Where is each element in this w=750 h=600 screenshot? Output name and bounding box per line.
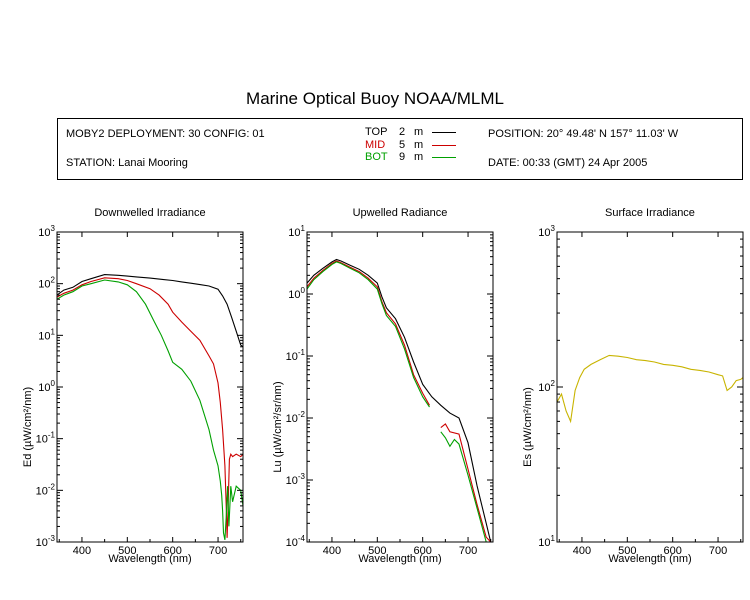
legend-top-unit: m xyxy=(414,126,424,138)
x-tick-label: 500 xyxy=(368,545,386,557)
x-tick-label: 700 xyxy=(709,545,727,557)
x-tick-label: 700 xyxy=(459,545,477,557)
chart-2: Surface Irradiance 400 500 600 700 Wavelength… xyxy=(522,207,744,565)
series-line-bot xyxy=(56,279,244,541)
y-tick-label: 101 xyxy=(538,534,555,549)
y-tick-label: 10-1 xyxy=(286,348,306,363)
chart-title: Surface Irradiance xyxy=(605,207,695,219)
series-line-mid xyxy=(306,260,492,543)
x-tick-label: 600 xyxy=(664,545,682,557)
legend-bot-name: BOT xyxy=(365,151,388,163)
chart-title: Upwelled Radiance xyxy=(353,207,448,219)
y-axis-label: Es (µW/cm²/nm) xyxy=(522,387,534,467)
y-tick-label: 102 xyxy=(538,379,555,394)
legend-bot-unit: m xyxy=(414,151,424,163)
series-line-bot xyxy=(306,261,491,543)
legend-top-depth: 2 xyxy=(399,126,406,138)
series-line-top xyxy=(56,274,244,348)
y-tick-label: 103 xyxy=(538,224,555,239)
y-tick-label: 100 xyxy=(38,379,55,394)
station-label: STATION: Lanai Mooring xyxy=(66,157,188,169)
position-label: POSITION: 20° 49.48' N 157° 11.03' W xyxy=(488,128,679,140)
series-line-es xyxy=(556,354,744,424)
y-tick-label: 10-3 xyxy=(286,472,306,487)
y-tick-label: 10-2 xyxy=(286,410,306,425)
y-tick-label: 101 xyxy=(288,224,305,239)
series-line-top xyxy=(306,258,492,543)
x-axis-label: Wavelength (nm) xyxy=(358,553,441,565)
legend-top-line xyxy=(432,132,456,133)
chart-title: Downwelled Irradiance xyxy=(94,207,205,219)
deployment-label: MOBY2 DEPLOYMENT: 30 CONFIG: 01 xyxy=(66,128,265,140)
legend-mid-depth: 5 xyxy=(399,139,406,151)
legend-mid-unit: m xyxy=(414,139,424,151)
x-tick-label: 400 xyxy=(573,545,591,557)
plot-frame xyxy=(556,231,744,543)
y-tick-label: 10-3 xyxy=(36,534,56,549)
chart-0: Downwelled Irradiance 400 500 600 700 Wavelen… xyxy=(22,207,244,565)
legend-mid-name: MID xyxy=(365,139,386,151)
y-tick-label: 100 xyxy=(288,286,305,301)
x-tick-label: 400 xyxy=(323,545,341,557)
date-label: DATE: 00:33 (GMT) 24 Apr 2005 xyxy=(488,157,648,169)
y-tick-label: 10-4 xyxy=(286,534,306,549)
legend-top-name: TOP xyxy=(365,126,388,138)
plot-frame xyxy=(306,231,494,543)
y-axis-label: Lu (µW/cm²/sr/nm) xyxy=(272,381,284,472)
x-axis-label: Wavelength (nm) xyxy=(108,553,191,565)
y-axis-label: Ed (µW/cm²/nm) xyxy=(22,387,34,467)
x-tick-label: 500 xyxy=(618,545,636,557)
legend-bot-depth: 9 xyxy=(399,151,406,163)
series-line-mid xyxy=(56,277,244,538)
x-tick-label: 400 xyxy=(73,545,91,557)
y-tick-label: 103 xyxy=(38,224,55,239)
legend-mid-line xyxy=(432,145,456,146)
y-tick-label: 101 xyxy=(38,327,55,342)
y-tick-label: 10-2 xyxy=(36,482,56,497)
y-tick-label: 10-1 xyxy=(36,431,56,446)
y-tick-label: 102 xyxy=(38,276,55,291)
x-tick-label: 500 xyxy=(118,545,136,557)
chart-1: Upwelled Radiance 400 500 600 700 Wavelength … xyxy=(272,207,494,565)
x-tick-label: 600 xyxy=(414,545,432,557)
legend-bot-line xyxy=(432,157,456,158)
x-tick-label: 600 xyxy=(164,545,182,557)
x-tick-label: 700 xyxy=(209,545,227,557)
info-box: MOBY2 DEPLOYMENT: 30 CONFIG: 01 STATION:… xyxy=(57,118,743,180)
x-axis-label: Wavelength (nm) xyxy=(608,553,691,565)
page-title: Marine Optical Buoy NOAA/MLML xyxy=(246,89,504,108)
